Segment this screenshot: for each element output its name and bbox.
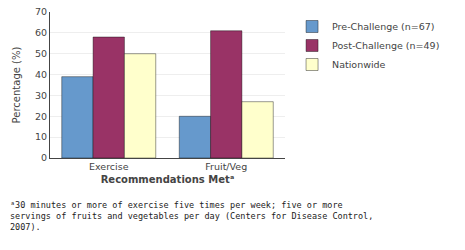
svg-text:20: 20 [35,111,47,122]
svg-text:0: 0 [41,152,47,163]
svg-text:ᵃ30 minutes or more of exercis: ᵃ30 minutes or more of exercise five tim… [10,200,373,232]
svg-text:Percentage (%): Percentage (%) [11,47,22,124]
svg-text:Fruit/Veg: Fruit/Veg [205,161,247,172]
svg-text:Pre-Challenge (n=67): Pre-Challenge (n=67) [332,21,435,32]
svg-text:30: 30 [35,90,47,101]
svg-text:Recommendations Metᵃ: Recommendations Metᵃ [101,174,235,185]
svg-text:Exercise: Exercise [89,161,129,172]
svg-text:70: 70 [35,6,47,17]
svg-text:50: 50 [35,48,47,59]
svg-text:Nationwide: Nationwide [332,59,386,70]
svg-text:40: 40 [35,69,47,80]
svg-text:60: 60 [35,27,47,38]
svg-text:Post-Challenge (n=49): Post-Challenge (n=49) [332,40,439,51]
svg-text:10: 10 [35,131,47,142]
